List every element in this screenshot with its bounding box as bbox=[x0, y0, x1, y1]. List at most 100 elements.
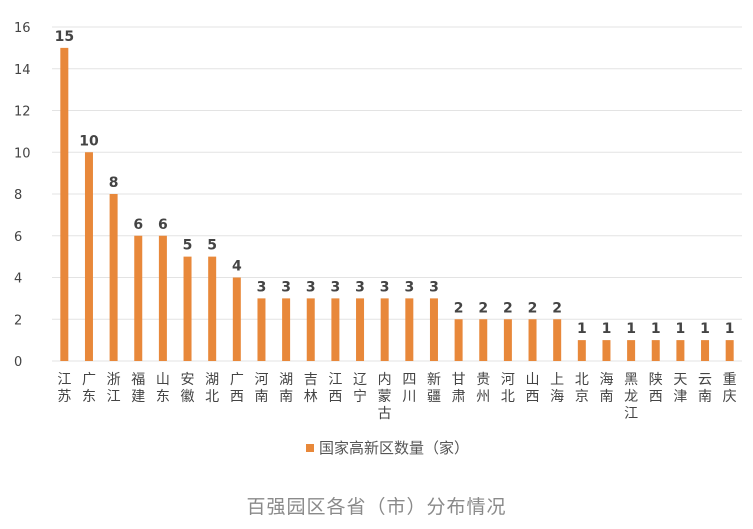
bar bbox=[331, 298, 340, 361]
bar bbox=[701, 340, 710, 361]
x-axis: 江苏广东浙江福建山东安徽湖北广西河南湖南吉林江西辽宁内蒙古四川新疆甘肃贵州河北山… bbox=[57, 372, 736, 422]
y-tick-label: 12 bbox=[14, 105, 31, 120]
bar bbox=[429, 298, 438, 361]
x-tick-label: 广东 bbox=[82, 372, 96, 405]
data-label: 10 bbox=[79, 133, 99, 149]
bar bbox=[257, 298, 266, 361]
data-label: 3 bbox=[380, 279, 390, 295]
bar bbox=[405, 298, 414, 361]
legend: 国家高新区数量（家） bbox=[306, 437, 469, 458]
data-label: 3 bbox=[331, 279, 341, 295]
data-label: 5 bbox=[207, 238, 217, 254]
legend-label: 国家高新区数量（家） bbox=[319, 439, 470, 457]
x-tick-label: 山西 bbox=[526, 372, 540, 405]
data-label: 3 bbox=[355, 279, 365, 295]
bar bbox=[577, 340, 586, 361]
bar bbox=[553, 319, 562, 361]
data-label: 2 bbox=[503, 300, 513, 316]
bar bbox=[84, 152, 93, 361]
x-tick-label: 江西 bbox=[328, 372, 342, 405]
bar bbox=[602, 340, 611, 361]
data-label: 1 bbox=[651, 321, 661, 337]
x-tick-label: 四川 bbox=[402, 372, 416, 405]
x-tick-label: 吉林 bbox=[304, 372, 318, 405]
bar bbox=[479, 319, 488, 361]
bars bbox=[60, 47, 734, 361]
y-axis: 0 2 4 6 8 10 12 14 16 bbox=[14, 21, 31, 370]
x-tick-label: 云南 bbox=[698, 372, 712, 405]
bar bbox=[454, 319, 463, 361]
x-tick-label: 内蒙古 bbox=[378, 372, 392, 422]
bar bbox=[725, 340, 734, 361]
figure-caption: 百强园区各省（市）分布情况 bbox=[246, 496, 507, 518]
x-tick-label: 湖南 bbox=[279, 372, 293, 405]
data-label: 15 bbox=[55, 29, 74, 45]
x-tick-label: 广西 bbox=[230, 372, 244, 405]
bar bbox=[232, 277, 241, 361]
data-label: 6 bbox=[133, 217, 143, 233]
data-label: 3 bbox=[429, 279, 439, 295]
x-tick-label: 上海 bbox=[550, 372, 564, 405]
x-tick-label: 福建 bbox=[131, 372, 145, 405]
data-label: 6 bbox=[158, 217, 168, 233]
bar bbox=[208, 256, 217, 361]
bar bbox=[134, 235, 143, 361]
y-tick-label: 14 bbox=[14, 63, 31, 78]
bar bbox=[158, 235, 167, 361]
data-label: 1 bbox=[676, 321, 686, 337]
data-label: 3 bbox=[257, 279, 267, 295]
y-tick-label: 0 bbox=[14, 355, 22, 370]
data-label: 1 bbox=[577, 321, 587, 337]
bar bbox=[306, 298, 315, 361]
y-tick-label: 6 bbox=[14, 230, 22, 245]
data-label: 1 bbox=[602, 321, 612, 337]
bar bbox=[356, 298, 365, 361]
bar bbox=[282, 298, 291, 361]
data-label: 3 bbox=[281, 279, 291, 295]
x-tick-label: 陕西 bbox=[649, 372, 663, 405]
x-tick-label: 北京 bbox=[575, 372, 589, 405]
x-tick-label: 辽宁 bbox=[353, 372, 367, 405]
data-label: 3 bbox=[306, 279, 316, 295]
y-tick-label: 16 bbox=[14, 21, 31, 36]
data-label: 1 bbox=[626, 321, 636, 337]
bar bbox=[676, 340, 685, 361]
data-label: 2 bbox=[478, 300, 488, 316]
x-tick-label: 河北 bbox=[501, 372, 515, 405]
y-tick-label: 2 bbox=[14, 313, 22, 328]
x-tick-label: 浙江 bbox=[107, 372, 121, 405]
x-tick-label: 天津 bbox=[673, 372, 687, 405]
grid-lines bbox=[52, 26, 742, 362]
bar bbox=[380, 298, 389, 361]
data-label: 1 bbox=[725, 321, 735, 337]
bar bbox=[528, 319, 537, 361]
y-tick-label: 8 bbox=[14, 188, 22, 203]
data-label: 2 bbox=[552, 300, 562, 316]
x-tick-label: 河南 bbox=[254, 372, 268, 405]
x-tick-label: 安徽 bbox=[181, 372, 195, 405]
x-tick-label: 湖北 bbox=[205, 372, 219, 405]
bar bbox=[651, 340, 660, 361]
x-tick-label: 山东 bbox=[156, 372, 170, 405]
y-tick-label: 10 bbox=[14, 146, 31, 161]
data-label: 1 bbox=[700, 321, 710, 337]
bar bbox=[60, 47, 69, 361]
legend-swatch bbox=[306, 443, 314, 452]
data-label: 4 bbox=[232, 259, 242, 275]
data-label: 5 bbox=[183, 238, 193, 254]
y-tick-label: 4 bbox=[14, 272, 22, 287]
x-tick-label: 黑龙江 bbox=[624, 372, 638, 422]
bar bbox=[109, 194, 118, 361]
bar bbox=[183, 256, 192, 361]
x-tick-label: 甘肃 bbox=[452, 372, 466, 405]
data-label: 8 bbox=[109, 175, 119, 191]
bar bbox=[627, 340, 636, 361]
data-label: 2 bbox=[454, 300, 464, 316]
data-label: 3 bbox=[404, 279, 414, 295]
x-tick-label: 新疆 bbox=[427, 372, 441, 405]
x-tick-label: 江苏 bbox=[57, 372, 71, 405]
data-label: 2 bbox=[528, 300, 538, 316]
x-tick-label: 海南 bbox=[599, 372, 613, 405]
